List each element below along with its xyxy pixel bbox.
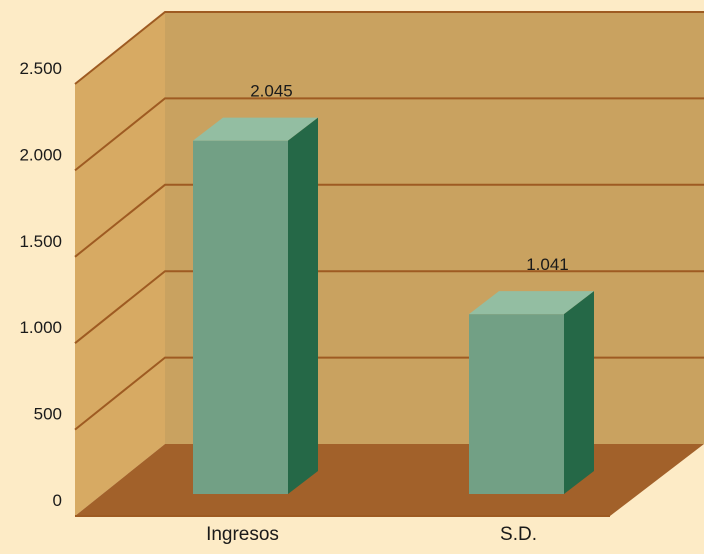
y-tick-label: 1.500 bbox=[19, 232, 62, 251]
chart-labels: 2.045 Ingresos 1.041 S.D. bbox=[206, 82, 569, 545]
x-category-label: Ingresos bbox=[206, 524, 279, 545]
y-axis-tick-labels: 0 500 1.000 1.500 2.000 2.500 bbox=[19, 59, 62, 510]
y-tick-label: 500 bbox=[34, 405, 62, 424]
gridline bbox=[74, 270, 704, 344]
chart-walls bbox=[75, 12, 704, 516]
gridline bbox=[74, 183, 704, 258]
y-tick-label: 2.500 bbox=[19, 59, 62, 78]
bar-1 bbox=[193, 117, 318, 495]
bar-value-label: 1.041 bbox=[526, 255, 569, 274]
y-tick-label: 2.000 bbox=[19, 145, 62, 164]
gridline bbox=[74, 11, 704, 85]
side-wall bbox=[75, 12, 165, 516]
y-tick-label: 0 bbox=[53, 491, 62, 510]
bar-value-label: 2.045 bbox=[250, 82, 293, 101]
y-tick-label: 1.000 bbox=[19, 318, 62, 337]
floor bbox=[75, 444, 704, 516]
gridline bbox=[74, 97, 704, 172]
x-category-label: S.D. bbox=[500, 524, 537, 545]
bar-2 bbox=[469, 291, 594, 494]
chart-bars bbox=[193, 117, 594, 495]
